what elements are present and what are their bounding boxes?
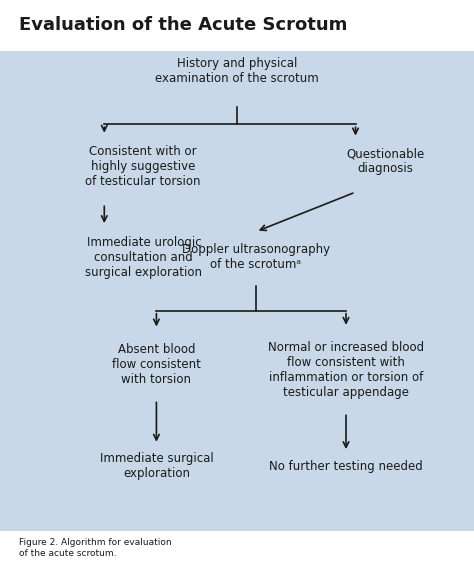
- Text: Doppler ultrasonography
of the scrotumᵃ: Doppler ultrasonography of the scrotumᵃ: [182, 243, 330, 271]
- Text: Questionable
diagnosis: Questionable diagnosis: [346, 147, 424, 175]
- Text: Immediate urologic
consultation and
surgical exploration: Immediate urologic consultation and surg…: [85, 236, 202, 279]
- FancyBboxPatch shape: [0, 531, 474, 565]
- Text: Consistent with or
highly suggestive
of testicular torsion: Consistent with or highly suggestive of …: [85, 145, 201, 188]
- Text: Normal or increased blood
flow consistent with
inflammation or torsion of
testic: Normal or increased blood flow consisten…: [268, 341, 424, 399]
- Text: Figure 2. Algorithm for evaluation
of the acute scrotum.: Figure 2. Algorithm for evaluation of th…: [19, 538, 172, 558]
- Text: Absent blood
flow consistent
with torsion: Absent blood flow consistent with torsio…: [112, 343, 201, 386]
- Text: Evaluation of the Acute Scrotum: Evaluation of the Acute Scrotum: [19, 16, 347, 34]
- FancyBboxPatch shape: [0, 0, 474, 51]
- Text: Immediate surgical
exploration: Immediate surgical exploration: [100, 452, 213, 480]
- Text: History and physical
examination of the scrotum: History and physical examination of the …: [155, 56, 319, 85]
- Text: No further testing needed: No further testing needed: [269, 459, 423, 473]
